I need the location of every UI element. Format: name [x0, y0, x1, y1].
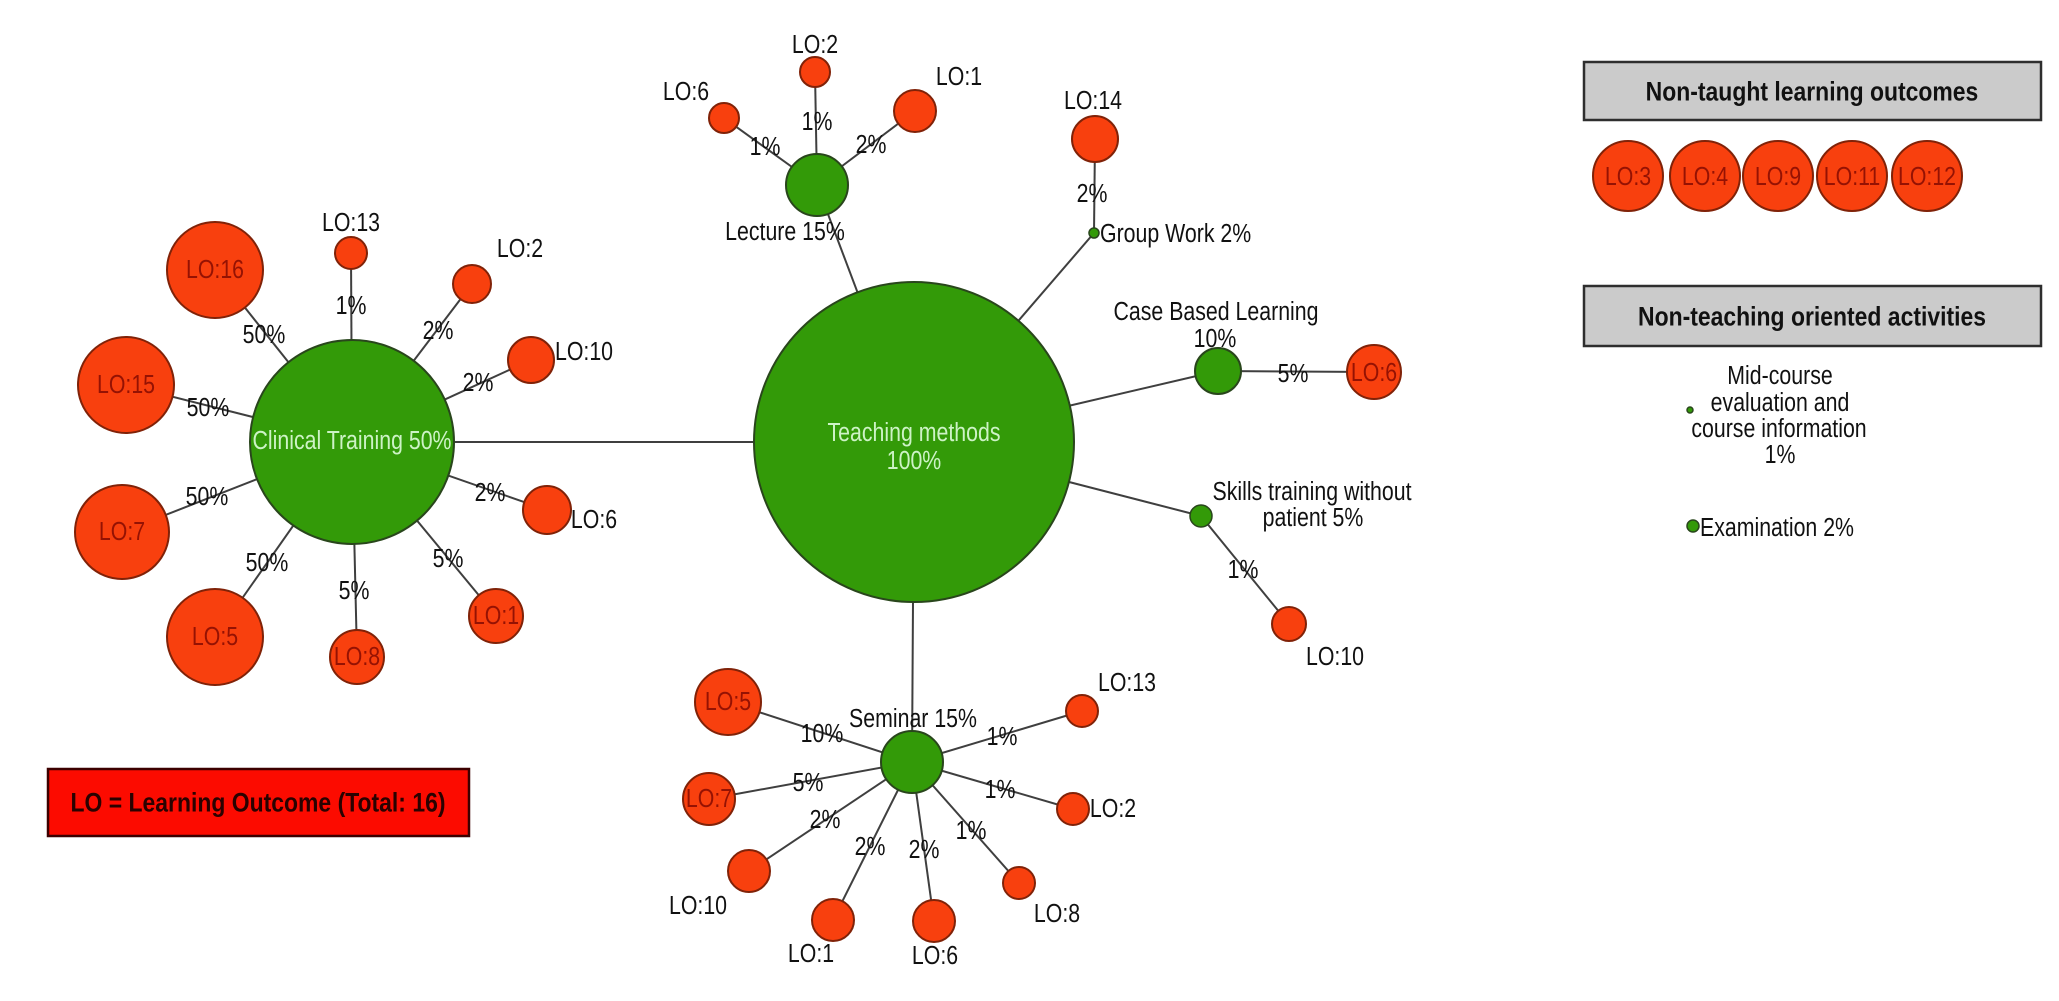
- svg-text:LO:1: LO:1: [788, 939, 834, 969]
- svg-text:50%: 50%: [243, 320, 286, 350]
- svg-text:LO:1: LO:1: [936, 62, 982, 92]
- svg-text:LO:16: LO:16: [186, 255, 244, 285]
- svg-text:1%: 1%: [956, 816, 987, 846]
- svg-text:LO:8: LO:8: [334, 642, 380, 672]
- svg-text:LO:14: LO:14: [1064, 86, 1122, 116]
- svg-text:Skills training without: Skills training without: [1212, 477, 1411, 507]
- svg-text:course information: course information: [1691, 414, 1866, 444]
- svg-text:1%: 1%: [985, 775, 1016, 805]
- svg-text:2%: 2%: [463, 368, 494, 398]
- svg-text:LO:2: LO:2: [497, 234, 543, 264]
- svg-text:Teaching methods: Teaching methods: [828, 418, 1001, 448]
- svg-text:LO:1: LO:1: [473, 601, 519, 631]
- svg-text:5%: 5%: [339, 576, 370, 606]
- svg-text:5%: 5%: [1278, 359, 1309, 389]
- svg-text:Seminar 15%: Seminar 15%: [849, 704, 977, 734]
- svg-text:LO:9: LO:9: [1755, 162, 1801, 192]
- svg-text:5%: 5%: [433, 544, 464, 574]
- svg-text:LO:6: LO:6: [1351, 358, 1397, 388]
- svg-text:1%: 1%: [750, 132, 781, 162]
- svg-text:Non-teaching oriented activiti: Non-teaching oriented activities: [1638, 302, 1986, 332]
- svg-text:2%: 2%: [856, 130, 887, 160]
- svg-text:50%: 50%: [186, 482, 229, 512]
- svg-text:LO:3: LO:3: [1605, 162, 1651, 192]
- svg-text:Group Work 2%: Group Work 2%: [1100, 219, 1251, 249]
- svg-text:LO:5: LO:5: [192, 622, 238, 652]
- svg-text:10%: 10%: [1194, 324, 1237, 354]
- svg-text:LO:7: LO:7: [99, 517, 145, 547]
- svg-text:5%: 5%: [793, 768, 824, 798]
- svg-text:LO:8: LO:8: [1034, 899, 1080, 929]
- svg-text:1%: 1%: [802, 107, 833, 137]
- svg-text:2%: 2%: [475, 478, 506, 508]
- svg-text:LO:6: LO:6: [571, 505, 617, 535]
- svg-text:patient 5%: patient 5%: [1263, 503, 1364, 533]
- svg-text:LO:10: LO:10: [669, 891, 727, 921]
- svg-text:50%: 50%: [187, 393, 230, 423]
- svg-text:LO:7: LO:7: [686, 784, 732, 814]
- svg-text:1%: 1%: [1228, 555, 1259, 585]
- svg-text:evaluation and: evaluation and: [1711, 388, 1850, 418]
- svg-text:2%: 2%: [1077, 179, 1108, 209]
- svg-text:Mid-course: Mid-course: [1727, 361, 1832, 391]
- svg-text:LO:10: LO:10: [1306, 642, 1364, 672]
- svg-text:LO:5: LO:5: [705, 687, 751, 717]
- svg-text:LO:2: LO:2: [792, 30, 838, 60]
- svg-text:Examination 2%: Examination 2%: [1700, 513, 1854, 543]
- svg-text:2%: 2%: [855, 832, 886, 862]
- svg-text:2%: 2%: [810, 805, 841, 835]
- svg-text:100%: 100%: [887, 446, 942, 476]
- svg-text:LO:6: LO:6: [912, 941, 958, 971]
- svg-text:LO:11: LO:11: [1824, 162, 1880, 192]
- svg-text:Clinical Training 50%: Clinical Training 50%: [252, 426, 451, 456]
- svg-text:LO:12: LO:12: [1898, 162, 1956, 192]
- svg-text:1%: 1%: [1765, 440, 1796, 470]
- svg-text:Non-taught learning outcomes: Non-taught learning outcomes: [1646, 77, 1979, 107]
- svg-text:LO:4: LO:4: [1682, 162, 1728, 192]
- svg-text:2%: 2%: [909, 835, 940, 865]
- svg-text:LO:2: LO:2: [1090, 794, 1136, 824]
- svg-text:LO:15: LO:15: [97, 370, 155, 400]
- svg-text:2%: 2%: [423, 316, 454, 346]
- svg-text:1%: 1%: [987, 722, 1018, 752]
- svg-text:1%: 1%: [336, 291, 367, 321]
- svg-text:LO:13: LO:13: [1098, 668, 1156, 698]
- svg-text:LO:6: LO:6: [663, 77, 709, 107]
- svg-text:Lecture 15%: Lecture 15%: [725, 217, 845, 247]
- svg-text:LO = Learning Outcome (Total:: LO = Learning Outcome (Total: 16): [71, 788, 446, 818]
- svg-text:10%: 10%: [801, 719, 844, 749]
- svg-text:LO:13: LO:13: [322, 208, 380, 238]
- svg-text:50%: 50%: [246, 548, 289, 578]
- svg-text:LO:10: LO:10: [555, 337, 613, 367]
- svg-text:Case Based Learning: Case Based Learning: [1114, 297, 1319, 327]
